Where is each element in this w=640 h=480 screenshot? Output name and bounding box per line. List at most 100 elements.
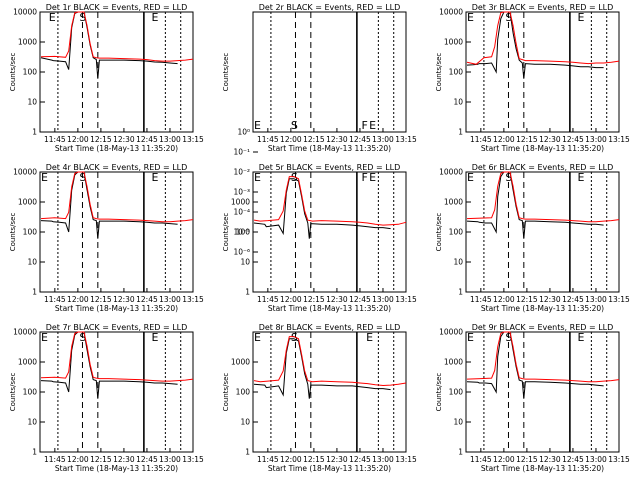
x-tick-label: 12:15 — [516, 135, 538, 144]
interval-marker: E — [49, 11, 56, 24]
x-tick-label: 12:15 — [303, 295, 325, 304]
panel-title: Det 8r BLACK = Events, RED = LLD — [259, 323, 401, 332]
panel-title: Det 9r BLACK = Events, RED = LLD — [472, 323, 614, 332]
panel-title: Det 6r BLACK = Events, RED = LLD — [472, 163, 614, 172]
series-line-lld — [40, 11, 194, 62]
plot-frame — [465, 171, 620, 293]
interval-marker: E — [152, 11, 159, 24]
interval-marker: S — [79, 11, 86, 24]
panel-det-4r: Det 4r BLACK = Events, RED = LLD 11:45 12:… — [9, 163, 204, 313]
x-tick-label: 12:00 — [67, 455, 89, 464]
x-tick-label: 12:00 — [280, 455, 302, 464]
x-tick-label: 12:00 — [280, 295, 302, 304]
interval-marker: E — [467, 11, 474, 24]
x-tick-label: 12:00 — [67, 135, 89, 144]
y-tick-label: 1000 — [444, 198, 463, 207]
x-tick-label: 12:45 — [562, 295, 584, 304]
x-tick-label: 12:30 — [113, 455, 135, 464]
interval-marker: F — [361, 171, 367, 184]
interval-marker: E — [467, 171, 474, 184]
series-line-events — [466, 11, 604, 79]
interval-marker: E — [152, 331, 159, 344]
x-tick-label: 12:30 — [539, 295, 561, 304]
y-tick-label: 100 — [23, 228, 38, 237]
series-line-lld — [40, 171, 194, 223]
y-tick-label: 1 — [245, 448, 250, 457]
plot-frame — [252, 331, 407, 453]
interval-marker: E — [366, 331, 373, 344]
x-tick-label: 11:45 — [44, 295, 66, 304]
x-tick-label: 11:45 — [470, 135, 492, 144]
y-tick-label: 100 — [449, 388, 464, 397]
panel-title: Det 2r BLACK = Events, RED = LLD — [259, 3, 401, 12]
interval-marker: S — [291, 331, 298, 344]
y-axis-label: Counts/sec — [222, 213, 230, 252]
x-tick-label: 13:15 — [608, 455, 630, 464]
interval-marker: E — [578, 171, 585, 184]
x-tick-label: 12:15 — [516, 295, 538, 304]
panel-title: Det 4r BLACK = Events, RED = LLD — [46, 163, 188, 172]
plot-frame — [465, 11, 620, 133]
x-axis-label: Start Time (18-May-13 11:35:20) — [55, 144, 178, 153]
x-tick-label: 12:45 — [136, 135, 158, 144]
x-tick-label: 11:45 — [44, 135, 66, 144]
x-tick-label: 12:45 — [349, 135, 371, 144]
y-tick-label: 100 — [236, 388, 251, 397]
x-tick-label: 12:00 — [493, 295, 515, 304]
x-tick-label: 13:15 — [395, 135, 417, 144]
interval-marker: S — [505, 11, 512, 24]
y-axis-label: Counts/sec — [222, 373, 230, 412]
x-tick-label: 13:00 — [159, 295, 181, 304]
y-tick-label: 1000 — [18, 358, 37, 367]
panel-title: Det 7r BLACK = Events, RED = LLD — [46, 323, 188, 332]
interval-marker: F — [361, 119, 367, 132]
y-axis-label: Counts/sec — [9, 53, 17, 92]
interval-marker: S — [79, 171, 86, 184]
y-tick-label: 1000 — [444, 358, 463, 367]
series-line-events — [466, 331, 604, 399]
x-tick-label: 13:00 — [159, 455, 181, 464]
series-line-lld — [466, 171, 620, 223]
y-axis-label: Counts/sec — [222, 53, 230, 92]
y-tick-label: 10⁻⁵ — [233, 228, 250, 237]
interval-marker: S — [291, 119, 298, 132]
x-tick-label: 11:45 — [44, 455, 66, 464]
y-tick-label: 10000 — [13, 328, 37, 337]
series-line-events — [40, 331, 178, 399]
x-tick-label: 13:15 — [182, 295, 204, 304]
y-tick-label: 10⁻⁶ — [233, 248, 250, 257]
x-tick-label: 13:00 — [585, 455, 607, 464]
y-tick-label: 10⁻³ — [233, 188, 250, 197]
series-line-events — [253, 338, 391, 399]
y-tick-label: 1 — [32, 288, 37, 297]
x-tick-label: 12:30 — [539, 455, 561, 464]
y-axis-label: Counts/sec — [435, 213, 443, 252]
x-tick-label: 12:45 — [349, 295, 371, 304]
x-tick-label: 12:15 — [90, 455, 112, 464]
y-tick-label: 10 — [240, 418, 250, 427]
panel-title: Det 5r BLACK = Events, RED = LLD — [259, 163, 401, 172]
x-tick-label: 13:15 — [608, 135, 630, 144]
y-axis-label: Counts/sec — [435, 373, 443, 412]
panel-title: Det 1r BLACK = Events, RED = LLD — [46, 3, 188, 12]
interval-marker: E — [254, 171, 261, 184]
x-tick-label: 12:00 — [493, 135, 515, 144]
interval-marker: E — [254, 331, 261, 344]
series-line-events — [253, 178, 391, 239]
interval-marker: E — [578, 11, 585, 24]
y-tick-label: 10 — [27, 98, 37, 107]
y-tick-label: 1000 — [18, 38, 37, 47]
y-tick-label: 1 — [245, 288, 250, 297]
y-tick-label: 1 — [458, 448, 463, 457]
x-tick-label: 12:15 — [516, 455, 538, 464]
plot-frame — [252, 171, 407, 293]
x-tick-label: 12:45 — [136, 295, 158, 304]
interval-marker: E — [467, 331, 474, 344]
interval-marker: E — [152, 171, 159, 184]
y-tick-label: 100 — [236, 228, 251, 237]
x-tick-label: 13:00 — [585, 135, 607, 144]
